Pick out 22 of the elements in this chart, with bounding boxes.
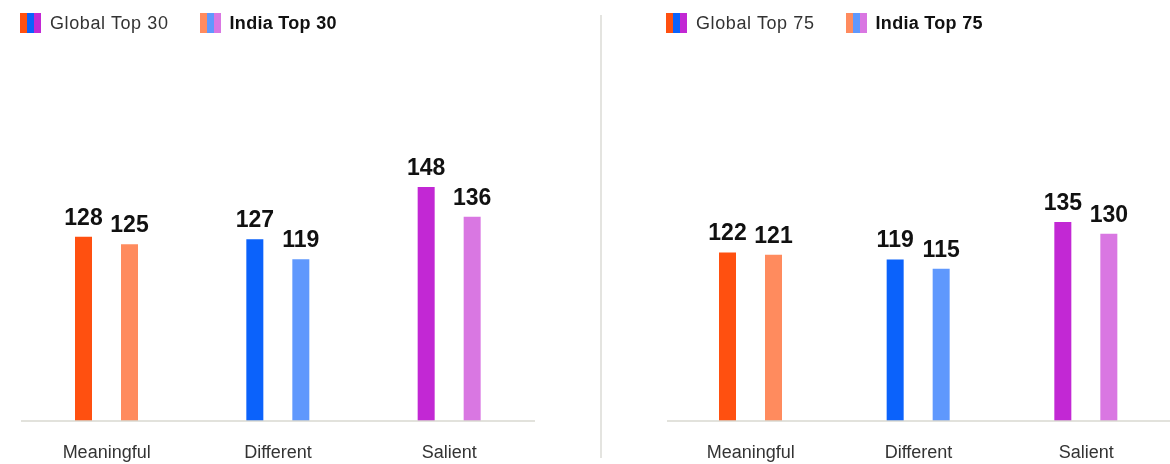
data-label: 128	[64, 203, 103, 230]
data-label: 122	[708, 219, 747, 246]
data-label: 119	[876, 226, 914, 253]
data-label: 125	[110, 211, 149, 238]
legend-label: Global Top 30	[50, 13, 169, 33]
legend-label: Global Top 75	[696, 13, 815, 33]
data-label: 135	[1043, 189, 1083, 215]
x-tick-label: Salient	[1058, 441, 1114, 462]
x-tick-label: Different	[244, 441, 312, 462]
x-tick-label: Different	[884, 441, 953, 462]
data-label: 115	[922, 235, 960, 262]
data-label: 119	[282, 226, 320, 253]
data-label: 127	[235, 206, 275, 233]
x-tick-label: Meaningful	[706, 441, 795, 462]
data-label: 121	[754, 221, 793, 248]
data-label: 148	[406, 154, 446, 180]
data-label: 136	[452, 183, 492, 210]
data-label: 130	[1089, 200, 1129, 227]
legend-label: India Top 75	[875, 13, 983, 33]
x-tick-label: Meaningful	[62, 441, 151, 462]
x-tick-label: Salient	[421, 441, 477, 462]
legend-label: India Top 30	[229, 13, 337, 33]
